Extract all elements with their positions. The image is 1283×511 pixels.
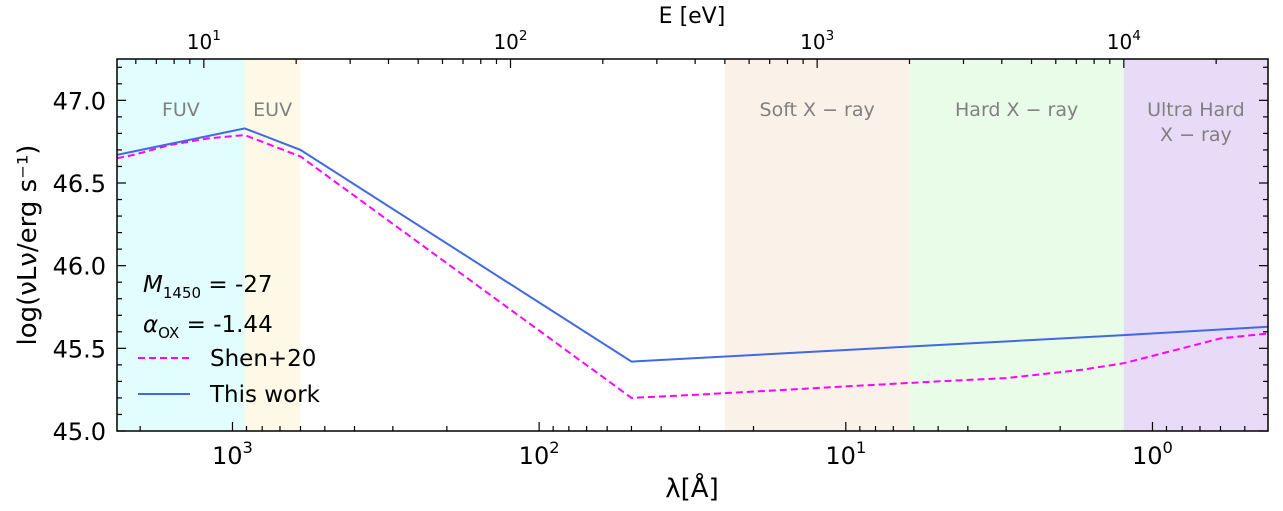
- series-layer: [116, 127, 1269, 399]
- band-region: [117, 59, 245, 431]
- top-axis-label: E [eV]: [659, 4, 726, 29]
- band-region: [1123, 59, 1268, 431]
- band-label: Hard X − ray: [955, 99, 1078, 121]
- band-region: [244, 59, 301, 431]
- top-tick-label: 102: [493, 28, 527, 54]
- y-tick-label: 45.5: [53, 335, 106, 363]
- band-label: X − ray: [1160, 124, 1232, 146]
- legend-label: Shen+20: [210, 346, 316, 372]
- y-tick-label: 45.0: [53, 418, 106, 446]
- tick-label-layer: 103 102 101 100 101 102 103 104 45.0 45.5 46.0 46.5…: [53, 28, 1173, 470]
- band-label: FUV: [162, 99, 200, 121]
- tick-layer: [117, 59, 1268, 432]
- legend-label: This work: [209, 382, 321, 408]
- top-tick-label: 104: [1107, 28, 1141, 54]
- x-tick-label: 103: [212, 438, 253, 470]
- y-axis-label: log(νLν/erg s⁻¹): [13, 145, 43, 346]
- legend: Shen+20 This work: [138, 346, 321, 408]
- y-tick-label: 46.5: [53, 170, 106, 198]
- plot-frame: [116, 58, 1269, 432]
- x-axis-label: λ[Å]: [665, 472, 718, 504]
- band-label: Soft X − ray: [760, 99, 875, 121]
- band-label: Ultra Hard: [1147, 99, 1245, 121]
- series-line: [116, 127, 1269, 363]
- y-tick-label: 46.0: [53, 253, 106, 281]
- band-region: [724, 59, 910, 431]
- series-line: [116, 134, 1269, 399]
- annotation-text: M1450 = -27: [143, 272, 273, 302]
- top-tick-label: 103: [800, 28, 834, 54]
- annotation-text: αOX = -1.44: [143, 312, 273, 342]
- x-tick-label: 102: [519, 438, 560, 470]
- x-tick-label: 100: [1132, 438, 1173, 470]
- y-tick-label: 47.0: [53, 87, 106, 115]
- x-tick-label: 101: [825, 438, 866, 470]
- band-label: EUV: [253, 99, 292, 121]
- band-layer: FUV EUV Soft X − ray Hard X − ray Ultra Hard…: [117, 59, 1268, 431]
- top-tick-label: 101: [187, 28, 221, 54]
- annotation-layer: M1450 = -27 αOX = -1.44: [143, 272, 273, 342]
